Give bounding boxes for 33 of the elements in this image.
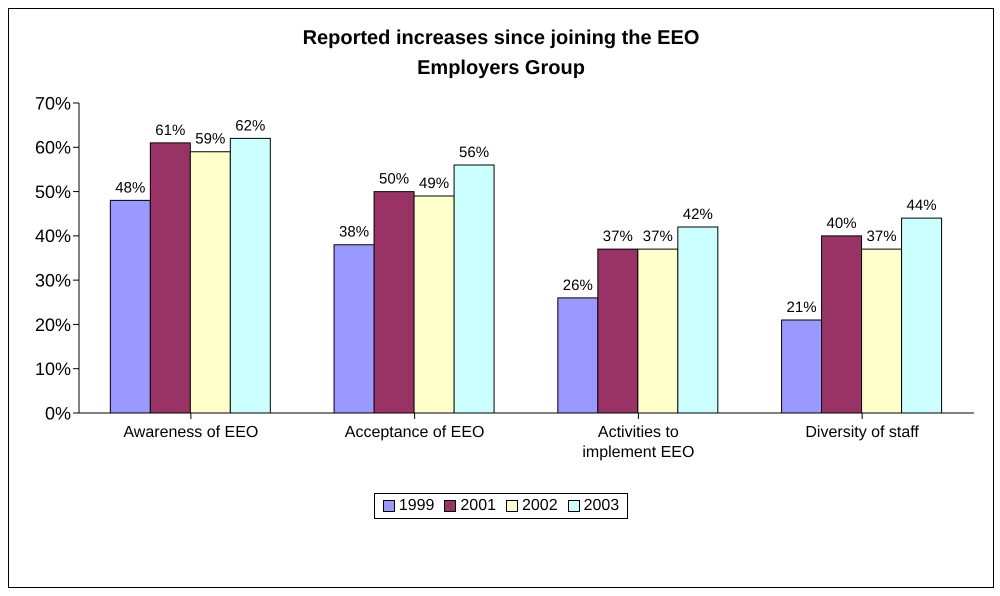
- x-tick-label: Awareness of EEO: [123, 424, 258, 441]
- data-label: 59%: [195, 130, 226, 148]
- data-label: 48%: [115, 179, 146, 196]
- legend-label: 1999: [398, 497, 434, 515]
- data-label: 61%: [155, 122, 186, 139]
- legend-label: 2003: [584, 497, 620, 515]
- y-tick-label: 70%: [34, 93, 71, 114]
- data-label: 26%: [562, 276, 593, 294]
- data-label: 21%: [786, 299, 817, 316]
- data-label: 37%: [602, 228, 633, 246]
- x-tick-label: Acceptance of EEO: [344, 424, 484, 441]
- legend-label: 2002: [522, 497, 558, 515]
- y-tick-label: 50%: [34, 182, 71, 202]
- data-label: 50%: [379, 170, 410, 188]
- data-label: 44%: [906, 197, 937, 214]
- y-tick-label: 10%: [34, 359, 71, 380]
- legend-label: 2001: [460, 497, 496, 515]
- y-tick-label: 30%: [34, 270, 71, 291]
- x-tick-label: Diversity of staff: [805, 424, 920, 441]
- data-label: 37%: [642, 228, 673, 246]
- data-label: 62%: [235, 117, 266, 134]
- data-label: 49%: [419, 175, 450, 192]
- data-label: 38%: [339, 224, 370, 241]
- y-tick-label: 60%: [34, 138, 71, 158]
- x-tick-label: Activities to implement EEO: [582, 424, 694, 461]
- data-label: 40%: [826, 214, 857, 232]
- data-label: 37%: [866, 228, 897, 246]
- chart-title: Reported increases since joining the EEO Employers Group: [302, 26, 700, 81]
- data-label: 56%: [459, 144, 490, 161]
- y-tick-label: 40%: [34, 226, 71, 246]
- y-tick-label: 0%: [44, 403, 71, 424]
- data-label: 42%: [682, 206, 713, 223]
- y-tick-label: 20%: [34, 314, 71, 335]
